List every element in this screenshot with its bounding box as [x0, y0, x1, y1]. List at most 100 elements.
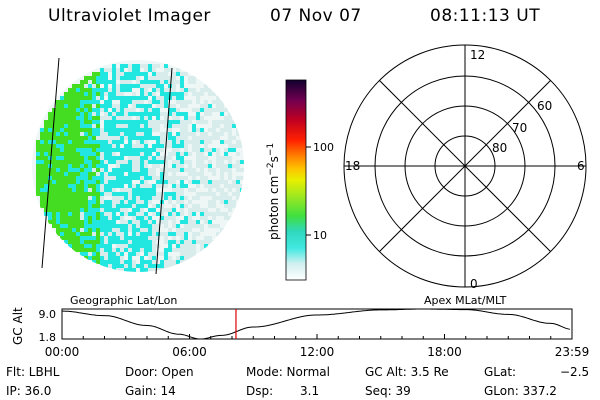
disk-pixel: [56, 160, 60, 164]
disk-pixel: [164, 184, 168, 188]
disk-pixel: [136, 200, 140, 204]
disk-pixel: [108, 216, 112, 220]
disk-pixel: [220, 176, 224, 180]
disk-pixel: [96, 124, 100, 128]
disk-pixel: [212, 128, 216, 132]
disk-pixel: [80, 252, 84, 256]
disk-pixel: [208, 188, 212, 192]
disk-pixel: [60, 164, 64, 168]
disk-pixel: [168, 104, 172, 108]
disk-pixel: [136, 248, 140, 252]
disk-pixel: [64, 216, 68, 220]
disk-pixel: [156, 108, 160, 112]
disk-pixel: [88, 248, 92, 252]
disk-pixel: [176, 136, 180, 140]
disk-pixel: [204, 184, 208, 188]
disk-pixel: [204, 104, 208, 108]
disk-pixel: [104, 112, 108, 116]
disk-pixel: [184, 120, 188, 124]
disk-pixel: [56, 172, 60, 176]
disk-pixel: [80, 136, 84, 140]
disk-pixel: [160, 252, 164, 256]
disk-pixel: [164, 76, 168, 80]
disk-pixel: [180, 88, 184, 92]
disk-pixel: [48, 180, 52, 184]
disk-pixel: [176, 116, 180, 120]
disk-pixel: [228, 136, 232, 140]
disk-pixel: [124, 120, 128, 124]
disk-pixel: [184, 184, 188, 188]
disk-pixel: [52, 152, 56, 156]
disk-pixel: [180, 248, 184, 252]
disk-pixel: [100, 188, 104, 192]
disk-pixel: [88, 132, 92, 136]
disk-pixel: [216, 196, 220, 200]
disk-pixel: [176, 184, 180, 188]
disk-pixel: [140, 200, 144, 204]
disk-pixel: [180, 80, 184, 84]
disk-pixel: [76, 240, 80, 244]
disk-pixel: [172, 76, 176, 80]
disk-pixel: [204, 148, 208, 152]
disk-pixel: [176, 124, 180, 128]
mlt-label-0: 0: [470, 277, 478, 291]
disk-pixel: [104, 248, 108, 252]
disk-pixel: [220, 132, 224, 136]
disk-pixel: [100, 224, 104, 228]
disk-pixel: [144, 248, 148, 252]
disk-pixel: [192, 220, 196, 224]
disk-pixel: [208, 104, 212, 108]
disk-pixel: [124, 260, 128, 264]
disk-pixel: [120, 268, 124, 272]
disk-pixel: [120, 72, 124, 76]
timeline-tick-1800: 18:00: [427, 345, 462, 359]
disk-pixel: [208, 192, 212, 196]
disk-pixel: [116, 68, 120, 72]
disk-pixel: [112, 64, 116, 68]
disk-pixel: [220, 168, 224, 172]
disk-pixel: [144, 116, 148, 120]
disk-pixel: [164, 72, 168, 76]
disk-pixel: [76, 104, 80, 108]
disk-pixel: [136, 160, 140, 164]
disk-pixel: [176, 68, 180, 72]
disk-pixel: [216, 156, 220, 160]
disk-pixel: [180, 188, 184, 192]
disk-pixel: [84, 208, 88, 212]
disk-pixel: [144, 164, 148, 168]
disk-pixel: [84, 244, 88, 248]
disk-pixel: [80, 204, 84, 208]
disk-pixel: [232, 124, 236, 128]
disk-pixel: [172, 196, 176, 200]
disk-pixel: [144, 108, 148, 112]
disk-pixel: [48, 116, 52, 120]
disk-pixel: [68, 112, 72, 116]
disk-pixel: [116, 160, 120, 164]
disk-pixel: [44, 144, 48, 148]
disk-pixel: [156, 228, 160, 232]
disk-pixel: [168, 216, 172, 220]
disk-pixel: [192, 240, 196, 244]
disk-pixel: [228, 120, 232, 124]
disk-pixel: [88, 84, 92, 88]
disk-pixel: [80, 108, 84, 112]
disk-pixel: [124, 116, 128, 120]
disk-pixel: [112, 92, 116, 96]
disk-pixel: [76, 180, 80, 184]
disk-pixel: [164, 248, 168, 252]
disk-pixel: [168, 84, 172, 88]
disk-pixel: [48, 124, 52, 128]
disk-pixel: [40, 152, 44, 156]
disk-pixel: [168, 208, 172, 212]
disk-pixel: [96, 216, 100, 220]
disk-pixel: [60, 224, 64, 228]
disk-pixel: [108, 124, 112, 128]
disk-pixel: [84, 172, 88, 176]
disk-pixel: [232, 136, 236, 140]
disk-pixel: [96, 168, 100, 172]
disk-pixel: [184, 256, 188, 260]
disk-pixel: [184, 128, 188, 132]
disk-pixel: [92, 132, 96, 136]
disk-pixel: [140, 100, 144, 104]
disk-pixel: [148, 184, 152, 188]
